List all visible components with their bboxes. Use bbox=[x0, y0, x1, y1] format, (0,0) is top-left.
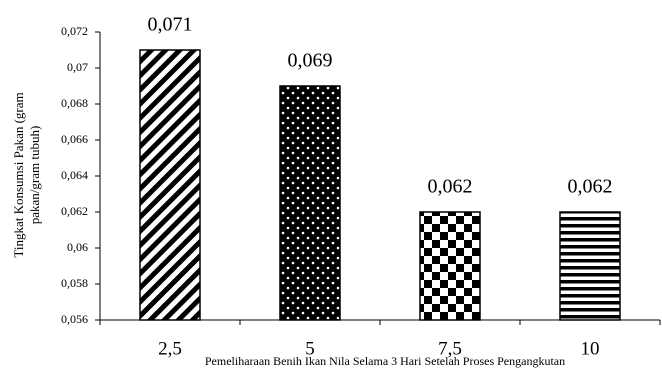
bar bbox=[419, 211, 481, 321]
value-label: 0,071 bbox=[148, 14, 193, 36]
y-tick-label: 0,07 bbox=[67, 60, 88, 74]
bar bbox=[279, 85, 341, 321]
x-tick-label: 7,5 bbox=[438, 338, 462, 359]
x-axis-title: Pemeliharaan Benih Ikan Nila Selama 3 Ha… bbox=[205, 354, 565, 368]
y-tick-label: 0,068 bbox=[61, 96, 88, 110]
y-tick-label: 0,06 bbox=[67, 240, 88, 254]
value-label: 0,069 bbox=[288, 50, 333, 72]
x-tick-label: 2,5 bbox=[158, 338, 182, 359]
y-axis-title: Tingkat Konsumsi Pakan (gram bbox=[11, 92, 26, 257]
y-tick-label: 0,066 bbox=[61, 132, 88, 146]
bar bbox=[139, 49, 201, 321]
y-tick-label: 0,064 bbox=[61, 168, 88, 182]
y-tick-label: 0,072 bbox=[61, 24, 88, 38]
y-tick-label: 0,062 bbox=[61, 204, 88, 218]
y-tick-label: 0,056 bbox=[61, 312, 88, 326]
y-tick-label: 0,058 bbox=[61, 276, 88, 290]
bar bbox=[559, 211, 621, 321]
value-label: 0,062 bbox=[428, 176, 473, 198]
x-tick-label: 10 bbox=[581, 338, 600, 359]
x-tick-label: 5 bbox=[305, 338, 315, 359]
y-axis-title: pakan/gram tubuh) bbox=[27, 126, 42, 225]
value-label: 0,062 bbox=[568, 176, 613, 198]
